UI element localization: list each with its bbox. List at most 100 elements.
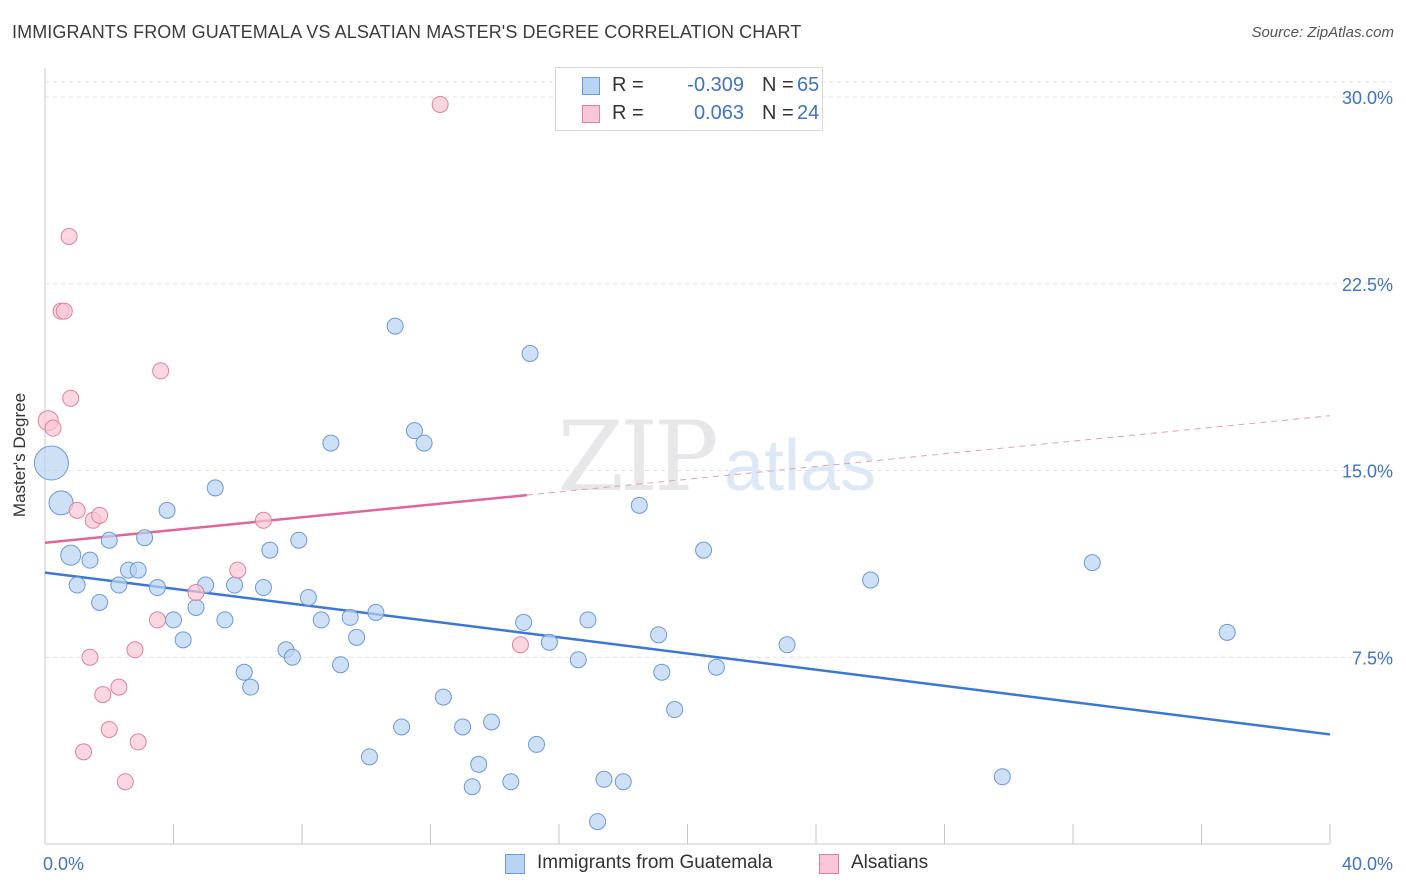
point-guatemala [367,603,385,621]
point-guatemala [630,496,648,514]
point-guatemala [91,593,109,611]
point-guatemala [100,531,118,549]
legend-n-label: N = [762,74,794,96]
chart-title: IMMIGRANTS FROM GUATEMALA VS ALSATIAN MA… [12,22,802,42]
point-guatemala [360,748,378,766]
point-guatemala [502,773,520,791]
point-alsatian [75,743,93,761]
source-credit: Source: ZipAtlas.com [1251,24,1394,41]
point-guatemala [393,718,411,736]
bottom-legend-swatch-alsatians [819,854,839,874]
point-guatemala [348,628,366,646]
data-points [33,95,1236,831]
point-guatemala [614,773,632,791]
gridlines [45,81,1392,658]
point-guatemala [1218,623,1236,641]
point-alsatian [44,419,62,437]
legend-r-label: R = [612,74,644,96]
point-guatemala [540,633,558,651]
point-alsatian [94,686,112,704]
point-alsatian [68,501,86,519]
point-alsatian [110,678,128,696]
point-guatemala [165,611,182,629]
point-guatemala [666,701,684,719]
point-alsatian [62,389,80,407]
point-guatemala [242,678,260,696]
point-guatemala [653,663,671,681]
point-guatemala [187,598,205,616]
point-guatemala [81,551,99,569]
point-guatemala [470,755,488,773]
point-guatemala [993,768,1011,786]
point-guatemala [216,611,234,629]
point-alsatian [129,733,147,751]
trend-line-alsatians [44,493,527,544]
point-guatemala [60,544,82,566]
point-alsatian [91,506,109,524]
trend-line-guatemala [44,571,1331,736]
tick-labels: 7.5% 15.0% 22.5% 30.0% 0.0% 40.0% [43,88,1393,874]
point-guatemala [226,576,244,594]
point-alsatian [229,561,247,579]
point-guatemala [283,648,301,666]
point-alsatian [431,95,449,113]
x-tick-label: 40.0% [1342,854,1393,874]
point-guatemala [862,571,880,589]
point-guatemala [515,613,533,631]
point-alsatian [126,641,144,659]
point-guatemala [415,434,433,452]
point-guatemala [589,813,607,831]
legend-swatch-alsatians [582,105,600,123]
point-guatemala [463,778,481,796]
point-alsatian [55,302,73,320]
point-guatemala [129,561,147,579]
legend-n-label: N = [762,102,794,124]
point-guatemala [299,588,317,606]
point-guatemala [454,718,472,736]
trend-line-alsatians-extension [526,415,1331,496]
bottom-legend-label-alsatians: Alsatians [851,852,929,873]
point-guatemala [48,490,74,516]
point-guatemala [386,317,404,335]
x-tick-label: 0.0% [43,854,84,874]
point-guatemala [434,688,452,706]
point-guatemala [290,531,308,549]
point-alsatian [254,511,272,529]
point-alsatian [187,584,205,602]
point-guatemala [136,529,154,547]
point-guatemala [695,541,713,559]
point-alsatian [60,227,78,245]
y-tick-label: 15.0% [1342,462,1393,482]
point-guatemala [174,631,192,649]
point-guatemala [707,658,725,676]
point-guatemala [33,445,69,481]
point-guatemala [254,579,272,597]
point-alsatian [152,362,170,380]
point-guatemala [569,651,587,669]
point-guatemala [206,479,224,497]
point-alsatian [511,636,529,654]
point-guatemala [110,576,128,594]
point-guatemala [405,422,423,440]
point-guatemala [158,501,176,519]
point-guatemala [650,626,668,644]
point-guatemala [1083,554,1101,572]
legend-swatch-guatemala [582,77,600,95]
point-guatemala [579,611,597,629]
bottom-legend-swatch-guatemala [505,854,525,874]
point-guatemala [778,636,796,654]
point-guatemala [528,735,546,753]
point-alsatian [81,648,99,666]
point-guatemala [312,611,330,629]
bottom-legend-label-guatemala: Immigrants from Guatemala [537,852,773,873]
legend-n-value: 65 [797,74,820,96]
point-guatemala [595,770,613,788]
point-guatemala [148,579,166,597]
point-guatemala [483,713,501,731]
point-guatemala [261,541,279,559]
correlation-legend: R = -0.309 N = 65 R = 0.063 N = 24 [555,67,823,131]
point-guatemala [235,663,253,681]
point-guatemala [341,608,359,626]
legend-r-value: -0.309 [687,74,744,96]
